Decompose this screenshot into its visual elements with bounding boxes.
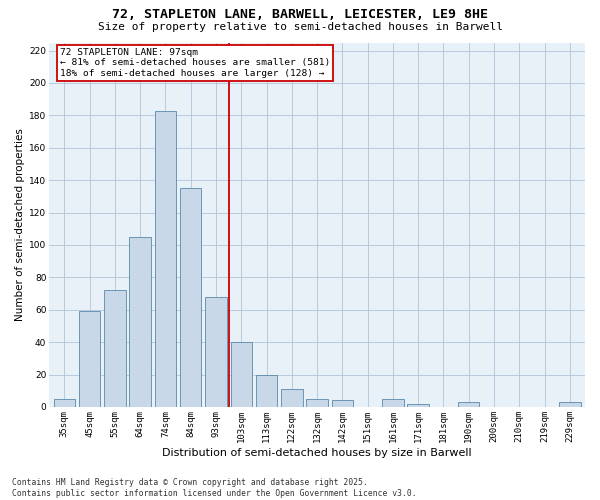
Bar bbox=[559, 402, 581, 407]
Bar bbox=[332, 400, 353, 407]
Bar bbox=[155, 110, 176, 407]
Bar bbox=[407, 404, 429, 407]
Bar bbox=[256, 374, 277, 407]
Text: Contains HM Land Registry data © Crown copyright and database right 2025.
Contai: Contains HM Land Registry data © Crown c… bbox=[12, 478, 416, 498]
Bar bbox=[230, 342, 252, 407]
Bar bbox=[382, 399, 404, 407]
Bar bbox=[281, 389, 302, 407]
Bar bbox=[180, 188, 202, 407]
Text: 72, STAPLETON LANE, BARWELL, LEICESTER, LE9 8HE: 72, STAPLETON LANE, BARWELL, LEICESTER, … bbox=[112, 8, 488, 20]
X-axis label: Distribution of semi-detached houses by size in Barwell: Distribution of semi-detached houses by … bbox=[162, 448, 472, 458]
Bar bbox=[205, 297, 227, 407]
Text: Size of property relative to semi-detached houses in Barwell: Size of property relative to semi-detach… bbox=[97, 22, 503, 32]
Bar bbox=[458, 402, 479, 407]
Bar bbox=[79, 312, 100, 407]
Text: 72 STAPLETON LANE: 97sqm
← 81% of semi-detached houses are smaller (581)
18% of : 72 STAPLETON LANE: 97sqm ← 81% of semi-d… bbox=[60, 48, 330, 78]
Y-axis label: Number of semi-detached properties: Number of semi-detached properties bbox=[15, 128, 25, 321]
Bar bbox=[307, 399, 328, 407]
Bar bbox=[130, 237, 151, 407]
Bar bbox=[53, 399, 75, 407]
Bar bbox=[104, 290, 125, 407]
